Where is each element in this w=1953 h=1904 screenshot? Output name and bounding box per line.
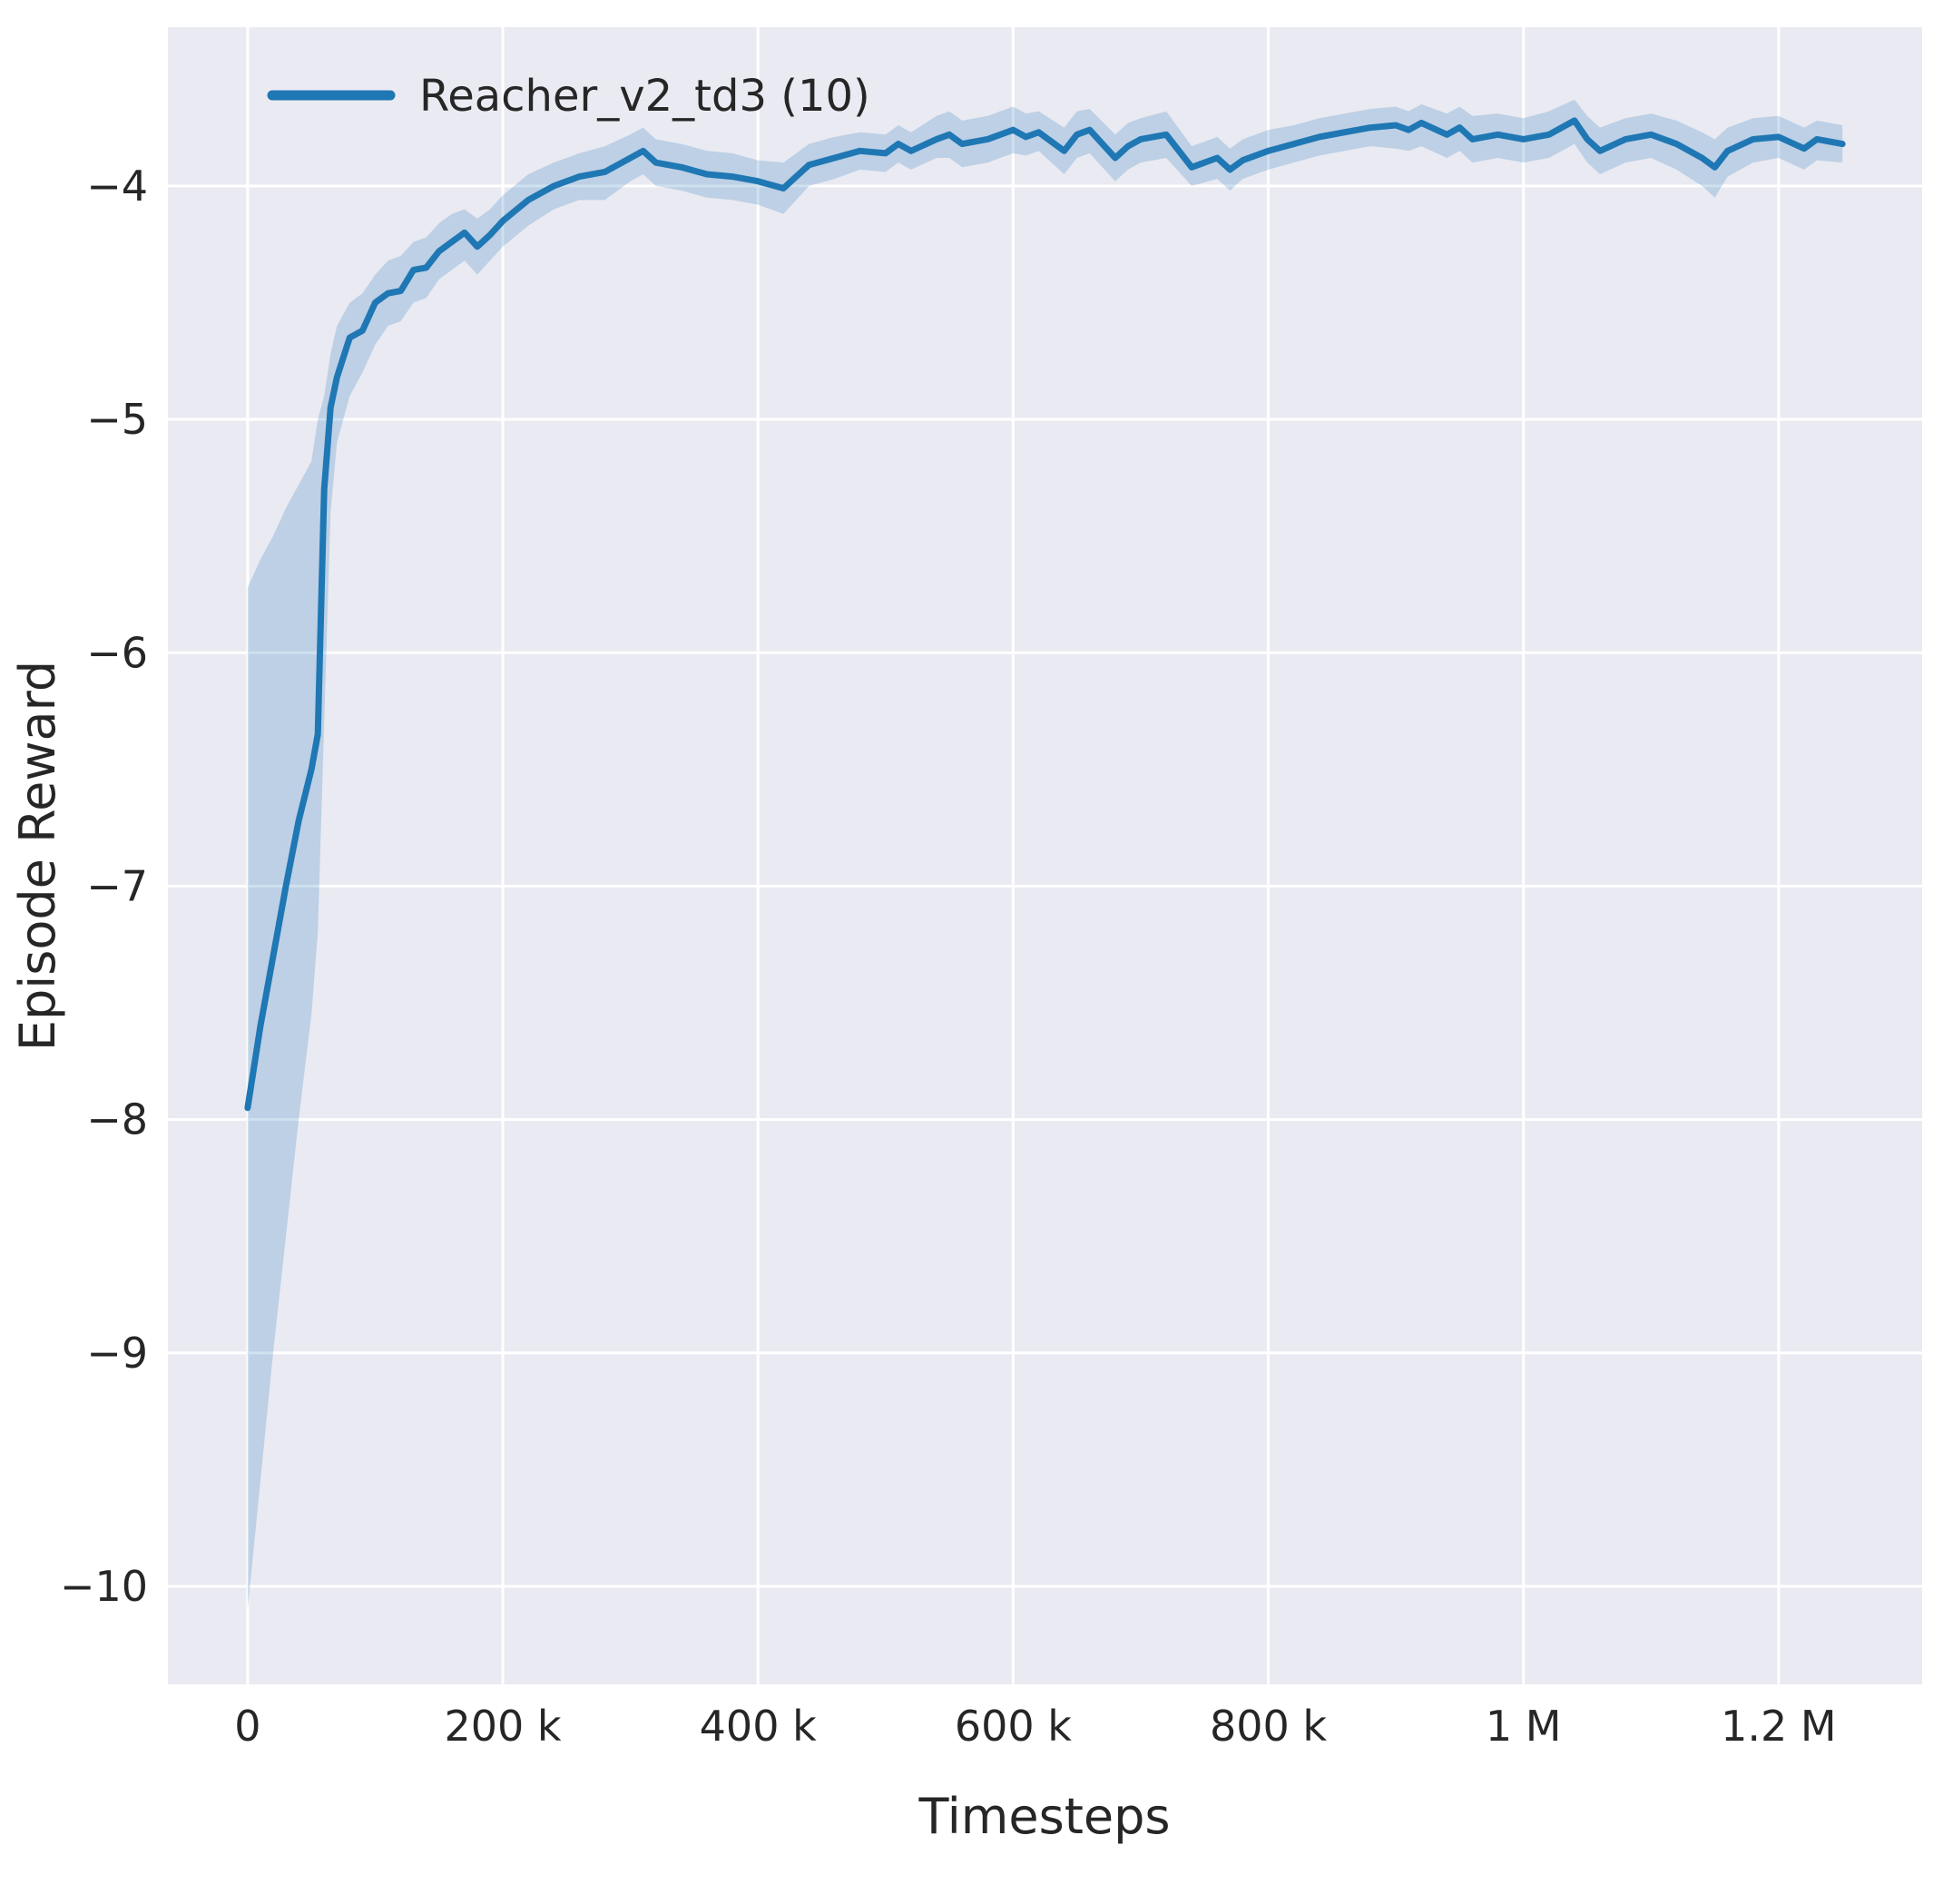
y-tick-label: −7 bbox=[86, 861, 148, 910]
y-tick-label: −4 bbox=[86, 162, 148, 211]
band-polygon bbox=[247, 99, 1843, 1610]
y-tick-label: −8 bbox=[86, 1095, 148, 1144]
y-axis-label: Episode Reward bbox=[9, 661, 66, 1051]
x-tick-label: 400 k bbox=[700, 1702, 817, 1751]
x-tick-label: 1 M bbox=[1486, 1702, 1562, 1751]
y-tick-label: −9 bbox=[86, 1329, 148, 1378]
y-tick-label: −10 bbox=[60, 1562, 148, 1611]
y-tick-label: −6 bbox=[86, 628, 148, 677]
x-tick-label: 200 k bbox=[444, 1702, 561, 1751]
x-axis-label: Timesteps bbox=[918, 1788, 1170, 1845]
x-tick-label: 600 k bbox=[955, 1702, 1072, 1751]
y-tick-labels: −10 −9 −8 −7 −6 −5 −4 bbox=[60, 162, 148, 1611]
x-tick-label: 800 k bbox=[1210, 1702, 1327, 1751]
legend[interactable]: Reacher_v2_td3 (10) bbox=[267, 71, 870, 122]
plot-area bbox=[168, 27, 1922, 1684]
confidence-band bbox=[247, 99, 1843, 1610]
mean-line bbox=[244, 117, 1846, 1112]
x-tick-labels: 0 200 k 400 k 600 k 800 k 1 M 1.2 M bbox=[234, 1702, 1836, 1751]
x-tick-label: 0 bbox=[234, 1702, 260, 1751]
y-tick-label: −5 bbox=[86, 395, 148, 444]
legend-label: Reacher_v2_td3 (10) bbox=[419, 71, 870, 122]
series-line bbox=[244, 117, 1846, 1112]
gridlines bbox=[168, 27, 1922, 1684]
x-tick-label: 1.2 M bbox=[1721, 1702, 1836, 1751]
